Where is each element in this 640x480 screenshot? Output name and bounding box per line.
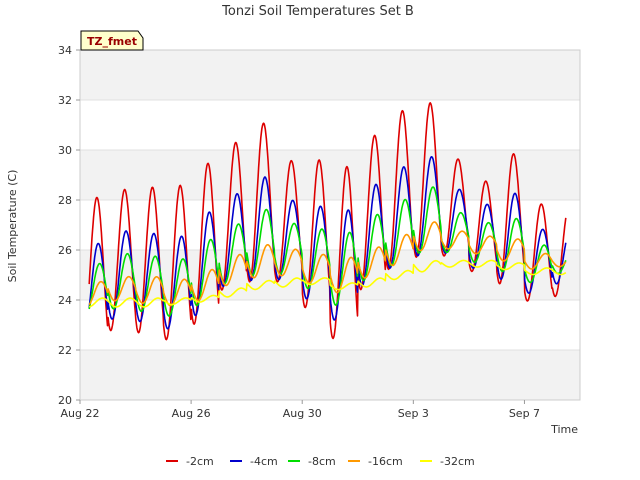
x-tick-label: Sep 3: [398, 407, 429, 420]
plot-frame: [79, 49, 581, 401]
y-tick-label: 22: [58, 344, 72, 357]
legend-label: -8cm: [308, 455, 336, 468]
plot-band: [80, 50, 580, 100]
x-tick-label: Aug 22: [61, 407, 100, 420]
plot-band: [80, 350, 580, 400]
plot-band: [80, 150, 580, 200]
x-axis-ticks: Aug 22 Aug 26 Aug 30 Sep 3 Sep 7: [61, 400, 540, 420]
site-badge-box: [80, 30, 144, 51]
chart-title: Tonzi Soil Temperatures Set B: [221, 4, 414, 19]
y-tick-label: 30: [58, 144, 72, 157]
x-tick-label: Sep 7: [509, 407, 540, 420]
legend-label: -2cm: [186, 455, 214, 468]
site-badge-label: TZ_fmet: [87, 35, 137, 48]
plot-background: [80, 50, 580, 400]
legend-label: -32cm: [440, 455, 475, 468]
site-badge: TZ_fmet: [80, 30, 144, 51]
plot-band: [80, 100, 580, 150]
legend-label: -4cm: [250, 455, 278, 468]
y-axis-ticks: 20 22 24 26 28 30 32 34: [58, 44, 80, 407]
x-tick-label: Aug 26: [172, 407, 211, 420]
x-tick-label: Aug 30: [283, 407, 322, 420]
legend: -2cm -4cm -8cm -16cm -32cm: [166, 455, 475, 468]
y-tick-label: 24: [58, 294, 72, 307]
y-tick-label: 20: [58, 394, 72, 407]
y-tick-label: 32: [58, 94, 72, 107]
y-tick-label: 28: [58, 194, 72, 207]
y-tick-label: 26: [58, 244, 72, 257]
y-tick-label: 34: [58, 44, 72, 57]
series-line-minus-32cm: [88, 259, 567, 308]
series-lines: [88, 102, 567, 341]
series-line-minus-8cm: [88, 186, 567, 317]
legend-label: -16cm: [368, 455, 403, 468]
y-axis-label: Soil Temperature (C): [6, 170, 19, 283]
x-axis-label: Time: [550, 423, 578, 436]
plot-band: [80, 200, 580, 250]
